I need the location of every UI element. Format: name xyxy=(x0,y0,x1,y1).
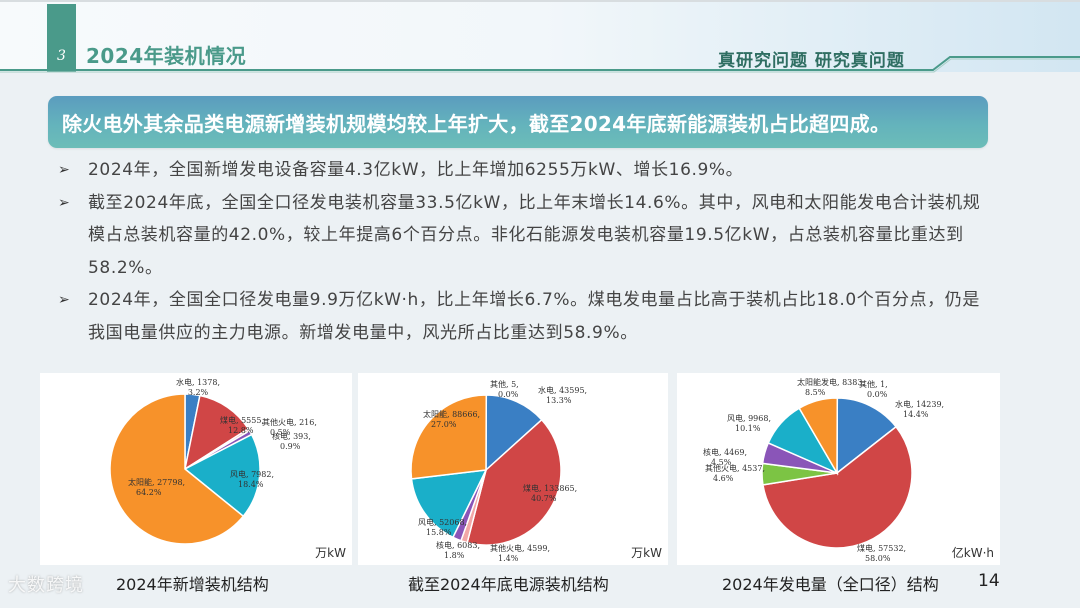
bullet-item: ➢ 截至2024年底，全国全口径发电装机容量33.5亿kW，比上年末增长14.6… xyxy=(56,187,991,285)
bullet-list: ➢ 2024年，全国新增发电设备容量4.3亿kW，比上年增加6255万kW、增长… xyxy=(56,154,991,349)
pie-chart-generation: 其他, 1, 0.0% 水电, 14239, 14.4% 煤电, 57532, 58.0%… xyxy=(677,373,1000,565)
slice-label: 核电, 393, 0.9% xyxy=(272,431,311,451)
bullet-text: 2024年，全国新增发电设备容量4.3亿kW，比上年增加6255万kW、增长16… xyxy=(88,160,744,180)
slice-label: 太阳能, 88666, 27.0% xyxy=(423,409,480,429)
slogan: 真研究问题 研究真问题 xyxy=(718,51,905,71)
arrow-bullet-icon: ➢ xyxy=(58,194,71,211)
chart-caption: 2024年发电量（全口径）结构 xyxy=(722,575,939,594)
pie-chart-svg: 其他, 1, 0.0% 水电, 14239, 14.4% 煤电, 57532, 58.0%… xyxy=(703,377,944,563)
chart-unit-label: 万kW xyxy=(631,546,662,560)
chart-unit-label: 万kW xyxy=(315,546,346,560)
section-title: 2024年装机情况 xyxy=(86,44,247,68)
bullet-item: ➢ 2024年，全国新增发电设备容量4.3亿kW，比上年增加6255万kW、增长… xyxy=(56,154,991,187)
slide-header: 3 2024年装机情况 真研究问题 研究真问题 xyxy=(0,0,1080,72)
arrow-bullet-icon: ➢ xyxy=(58,292,71,308)
slice-label: 核电, 6083, 1.8% xyxy=(436,540,480,560)
chart-unit-label: 亿kW·h xyxy=(951,546,994,560)
chart-caption: 截至2024年底电源装机结构 xyxy=(408,575,609,594)
slice-label: 水电, 43595, 13.3% xyxy=(538,385,587,405)
slice-label: 其他火电, 216, 0.5% xyxy=(262,417,317,437)
pie-chart-new-capacity: 水电, 1378, 3.2% 煤电, 5555, 12.8% 其他火电, 216, 0.5… xyxy=(40,373,352,565)
chart-caption: 2024年新增装机结构 xyxy=(116,575,269,594)
slice-label: 其他, 1, 0.0% xyxy=(859,379,888,399)
slice-label: 核电, 4469, 4.5% xyxy=(703,447,747,467)
slice-label: 水电, 14239, 14.4% xyxy=(895,399,944,419)
slice-label: 太阳能, 27798, 64.2% xyxy=(128,477,185,497)
pie-slice xyxy=(466,418,562,546)
bullet-text: 2024年，全国全口径发电量9.9万亿kW·h，比上年增长6.7%。煤电发电量占… xyxy=(88,290,980,343)
bullet-item: ➢ 2024年，全国全口径发电量9.9万亿kW·h，比上年增长6.7%。煤电发电… xyxy=(56,284,991,349)
pie-slice xyxy=(485,394,543,472)
pie-slice xyxy=(798,397,839,476)
slice-label: 其他火电, 4537, 4.6% xyxy=(705,463,765,483)
slice-label: 风电, 7982, 18.4% xyxy=(230,469,274,489)
section-number-badge: 3 xyxy=(47,4,76,72)
slice-label: 其他火电, 4599, 1.4% xyxy=(490,543,550,563)
slice-label: 风电, 9968, 10.1% xyxy=(727,413,771,433)
slice-label: 其他, 5, 0.0% xyxy=(490,379,519,399)
pie-slice xyxy=(183,433,261,518)
page-number: 14 xyxy=(978,571,1000,591)
key-message-banner: 除火电外其余品类电源新增装机规模均较上年扩大，截至2024年底新能源装机占比超四… xyxy=(48,96,988,148)
pie-chart-svg: 其他, 5, 0.0% 水电, 43595, 13.3% 煤电, 133865, 40.7… xyxy=(410,379,587,563)
slice-label: 煤电, 5555, 12.8% xyxy=(220,415,264,435)
slice-label: 煤电, 133865, 40.7% xyxy=(523,483,577,503)
pie-slice xyxy=(410,394,488,480)
slice-label: 水电, 1378, 3.2% xyxy=(176,377,220,397)
pie-slice xyxy=(109,393,245,545)
pie-slice xyxy=(183,394,250,471)
watermark-logo: 大数跨境 xyxy=(8,575,84,596)
bullet-text: 截至2024年底，全国全口径发电装机容量33.5亿kW，比上年末增长14.6%。… xyxy=(88,192,981,278)
slice-label: 煤电, 57532, 58.0% xyxy=(857,543,906,563)
slice-label: 风电, 52068, 15.8% xyxy=(418,517,467,537)
pie-slice xyxy=(762,425,913,549)
pie-slice xyxy=(410,469,488,539)
pie-chart-svg: 水电, 1378, 3.2%煤电, 5555, 12.8%其他火电, 216, 0.5… xyxy=(109,377,317,545)
slice-label: 太阳能发电, 8383, 8.5% xyxy=(797,377,865,397)
arrow-bullet-icon: ➢ xyxy=(58,162,71,178)
pie-chart-installed-capacity: 其他, 5, 0.0% 水电, 43595, 13.3% 煤电, 133865, 40.7… xyxy=(358,373,668,565)
pie-slice xyxy=(836,397,898,475)
